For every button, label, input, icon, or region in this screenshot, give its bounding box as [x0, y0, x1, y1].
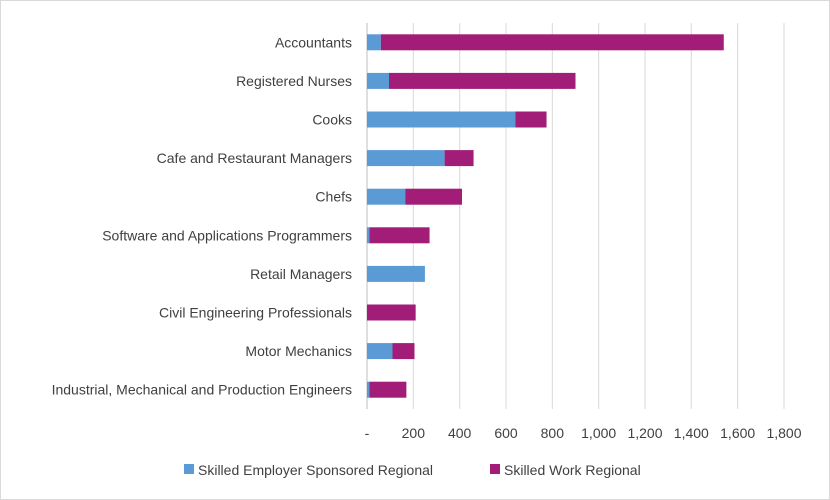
bar-software-and-applications-programmers-skilled-employer-sponsored-regional [367, 227, 370, 244]
bar-chefs-skilled-employer-sponsored-regional [367, 188, 406, 205]
x-tick-label-0: - [365, 425, 370, 441]
bar-industrial-mechanical-and-production-engineers-skilled-employer-sponsored-regional [367, 381, 370, 398]
x-tick-label-1: 200 [402, 425, 426, 441]
category-labels: Accountants Registered Nurses Cooks Cafe an… [52, 34, 352, 397]
bar-cooks-skilled-employer-sponsored-regional [367, 111, 516, 128]
bar-registered-nurses-skilled-work-regional [389, 72, 576, 89]
bar-cafe-and-restaurant-managers-skilled-employer-sponsored-regional [367, 150, 445, 167]
category-label-cafe-and-restaurant-managers: Cafe and Restaurant Managers [157, 150, 352, 166]
x-tick-labels: - 200 400 600 800 1,000 1,200 1,400 1,600 1,800 [365, 425, 802, 441]
category-label-industrial-mechanical-and-production-engineers: Industrial, Mechanical and Production En… [52, 382, 352, 398]
x-tick-label-6: 1,200 [627, 425, 662, 441]
category-label-accountants: Accountants [275, 34, 352, 50]
category-label-chefs: Chefs [315, 189, 352, 205]
category-label-registered-nurses: Registered Nurses [236, 73, 352, 89]
bar-chefs-skilled-work-regional [405, 188, 462, 205]
bar-accountants-skilled-work-regional [380, 34, 724, 51]
bar-industrial-mechanical-and-production-engineers-skilled-work-regional [369, 381, 407, 398]
bar-motor-mechanics-skilled-employer-sponsored-regional [367, 343, 393, 360]
x-tick-label-2: 400 [448, 425, 472, 441]
bars [367, 34, 724, 398]
bar-cafe-and-restaurant-managers-skilled-work-regional [444, 150, 474, 167]
category-label-civil-engineering-professionals: Civil Engineering Professionals [159, 305, 352, 321]
legend-swatch-skilled-employer-sponsored-regional [184, 464, 194, 474]
x-tick-label-5: 1,000 [581, 425, 616, 441]
category-label-motor-mechanics: Motor Mechanics [245, 343, 352, 359]
legend: Skilled Employer Sponsored Regional Skill… [184, 462, 641, 478]
bar-cooks-skilled-work-regional [515, 111, 547, 128]
bar-retail-managers-skilled-employer-sponsored-regional [367, 265, 425, 282]
bar-accountants-skilled-employer-sponsored-regional [367, 34, 381, 51]
bar-motor-mechanics-skilled-work-regional [392, 343, 415, 360]
category-label-cooks: Cooks [312, 112, 352, 128]
x-tick-label-4: 800 [541, 425, 565, 441]
bar-civil-engineering-professionals-skilled-work-regional [367, 304, 416, 321]
x-tick-label-7: 1,400 [674, 425, 709, 441]
bar-registered-nurses-skilled-employer-sponsored-regional [367, 72, 390, 89]
bar-software-and-applications-programmers-skilled-work-regional [369, 227, 430, 244]
legend-swatch-skilled-work-regional [490, 464, 500, 474]
x-tick-label-8: 1,600 [720, 425, 755, 441]
legend-label-skilled-employer-sponsored-regional: Skilled Employer Sponsored Regional [198, 462, 433, 478]
category-label-software-and-applications-programmers: Software and Applications Programmers [102, 227, 352, 243]
x-tick-label-9: 1,800 [766, 425, 801, 441]
category-label-retail-managers: Retail Managers [250, 266, 352, 282]
legend-label-skilled-work-regional: Skilled Work Regional [504, 462, 641, 478]
x-tick-label-3: 600 [494, 425, 518, 441]
